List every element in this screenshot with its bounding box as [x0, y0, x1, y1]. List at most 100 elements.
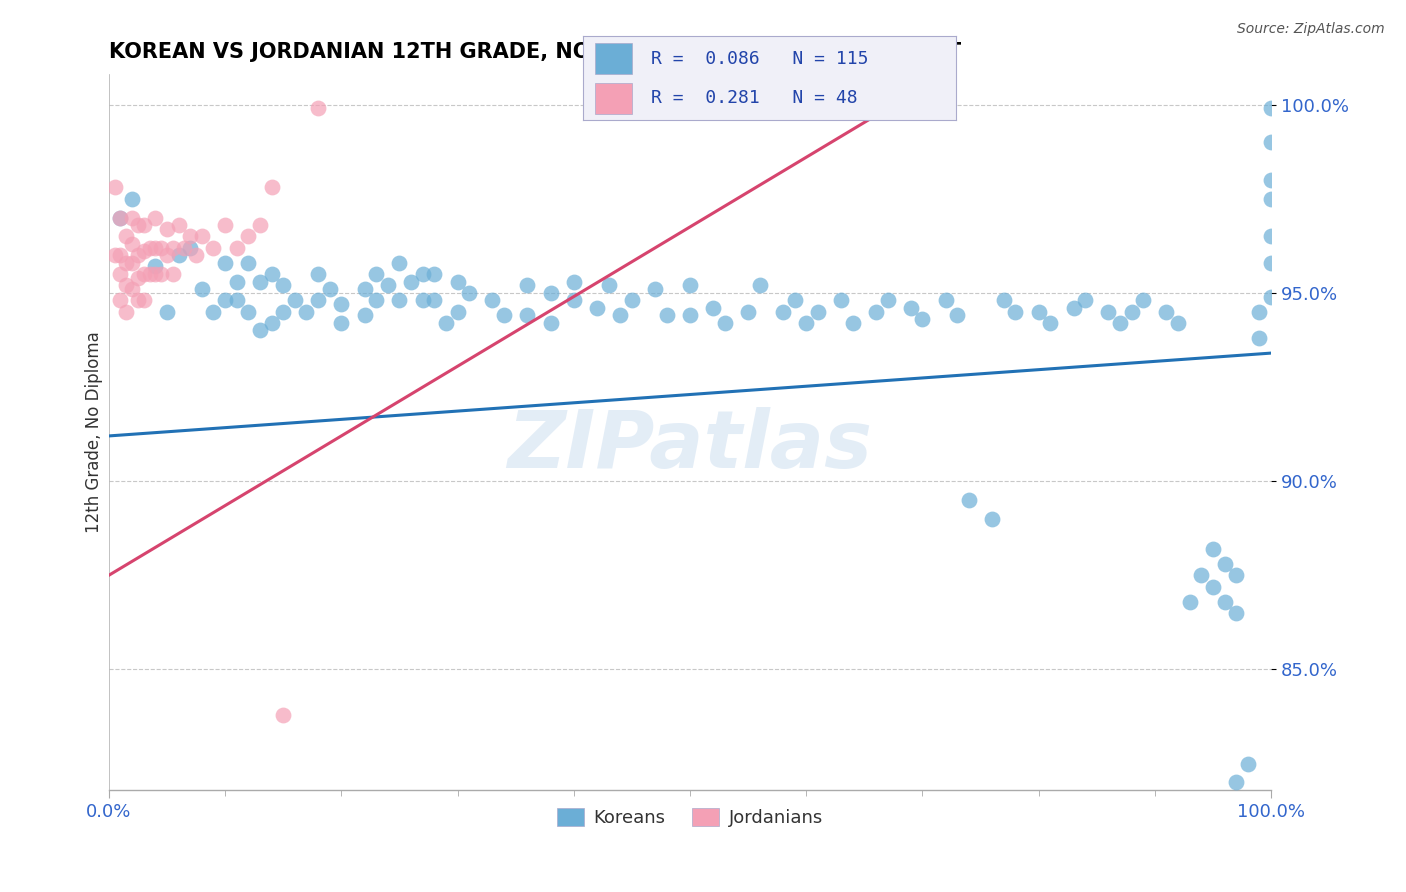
Point [911, 312, 934, 326]
Point [748, 278, 770, 293]
Point [609, 309, 631, 323]
Point [714, 316, 737, 330]
Point [935, 293, 957, 308]
Point [127, 293, 149, 308]
Point [1213, 557, 1236, 571]
Point [271, 304, 294, 318]
Point [900, 301, 922, 315]
Point [540, 316, 562, 330]
Point [249, 324, 271, 338]
Point [132, 293, 155, 308]
Point [225, 275, 247, 289]
Point [388, 256, 411, 270]
Legend: Koreans, Jordanians: Koreans, Jordanians [550, 801, 830, 835]
Point [121, 282, 143, 296]
Point [156, 222, 179, 236]
Point [110, 293, 132, 308]
Point [115, 256, 138, 270]
Point [132, 267, 155, 281]
Point [1260, 173, 1282, 187]
Point [1074, 293, 1097, 308]
Point [307, 267, 329, 281]
Point [202, 304, 225, 318]
Point [238, 256, 260, 270]
Point [127, 270, 149, 285]
Point [238, 229, 260, 244]
Point [841, 316, 863, 330]
Text: Source: ZipAtlas.com: Source: ZipAtlas.com [1237, 22, 1385, 37]
Point [377, 278, 399, 293]
Point [179, 241, 201, 255]
Point [104, 248, 127, 262]
Point [679, 278, 702, 293]
Point [366, 267, 388, 281]
Point [173, 241, 195, 255]
Point [162, 241, 184, 255]
Point [981, 512, 1004, 526]
Point [110, 248, 132, 262]
Point [353, 282, 375, 296]
Point [1167, 316, 1189, 330]
Point [446, 275, 468, 289]
Point [492, 309, 515, 323]
Point [307, 293, 329, 308]
Point [214, 218, 236, 232]
Point [679, 309, 702, 323]
Point [1260, 135, 1282, 149]
Point [162, 267, 184, 281]
Point [772, 304, 794, 318]
Point [598, 278, 620, 293]
Point [458, 285, 481, 300]
Point [214, 293, 236, 308]
Point [156, 304, 179, 318]
Point [794, 316, 817, 330]
Point [191, 282, 214, 296]
Point [516, 278, 538, 293]
Y-axis label: 12th Grade, No Diploma: 12th Grade, No Diploma [86, 331, 103, 533]
Point [138, 241, 160, 255]
Point [1260, 192, 1282, 206]
Point [993, 293, 1015, 308]
Text: R =  0.281   N = 48: R = 0.281 N = 48 [651, 89, 858, 107]
Point [1260, 256, 1282, 270]
Point [865, 304, 887, 318]
Point [388, 293, 411, 308]
Point [121, 236, 143, 251]
Point [110, 211, 132, 225]
Point [876, 293, 898, 308]
Point [143, 260, 166, 274]
Point [127, 218, 149, 232]
Point [412, 293, 434, 308]
Point [1225, 568, 1247, 582]
Point [167, 218, 190, 232]
Point [143, 241, 166, 255]
Point [225, 241, 247, 255]
Point [586, 301, 609, 315]
Point [353, 309, 375, 323]
Point [115, 304, 138, 318]
Point [1097, 304, 1119, 318]
Point [423, 293, 446, 308]
Point [121, 192, 143, 206]
Point [143, 211, 166, 225]
Point [737, 304, 759, 318]
Point [399, 275, 422, 289]
Point [1249, 304, 1271, 318]
Point [412, 267, 434, 281]
Point [1132, 293, 1154, 308]
Point [446, 304, 468, 318]
Point [620, 293, 643, 308]
Point [1260, 229, 1282, 244]
Point [1028, 304, 1050, 318]
Point [307, 101, 329, 115]
Point [562, 275, 585, 289]
Point [1202, 580, 1225, 594]
Point [1237, 756, 1260, 771]
Point [143, 267, 166, 281]
Point [562, 293, 585, 308]
Point [330, 316, 353, 330]
Point [127, 248, 149, 262]
Point [423, 267, 446, 281]
Point [807, 304, 830, 318]
Point [202, 241, 225, 255]
